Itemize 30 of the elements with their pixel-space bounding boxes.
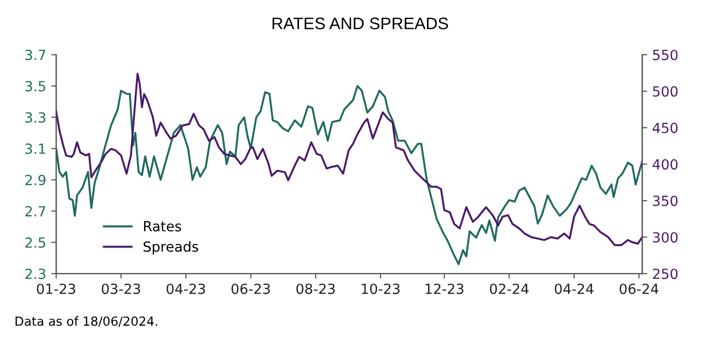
x-tick-label: 02-24 [490,284,529,294]
y2-tick-label: 350 [653,196,678,206]
y-tick-label: 2.3 [25,268,46,280]
x-tick-label: 01-23 [36,284,76,294]
y2-tick-label: 500 [653,86,678,97]
x-tick-label: 04-23 [166,284,205,294]
x-tick-label: 03-23 [102,284,140,294]
y-tick-label: 3.5 [25,80,46,92]
x-tick-label: 08-23 [296,284,335,294]
y2-tick-label: 300 [653,232,678,243]
y2-tick-label: 450 [652,122,678,134]
legend-label: Spreads [144,241,198,255]
chart-title: RATES AND SPREADS [272,18,448,30]
y2-tick-label: 400 [652,159,678,170]
x-tick-label: 06-24 [620,284,658,294]
y-tick-label: 2.9 [25,174,46,186]
x-tick-label: 12-23 [426,284,464,294]
line-series [56,85,642,266]
text: Data as of 18/06/2024. [16,316,158,327]
x-tick-label: 04-24 [554,284,594,294]
y-tick-label: 2.5 [25,237,46,248]
legend-label: Rates [144,221,182,232]
y2-tick-label: 550 [653,50,678,60]
x-tick-label: 06-23 [232,284,270,294]
y-tick-label: 3.3 [25,112,46,123]
y-tick-label: 3.1 [25,143,46,154]
y-tick-label: 2.7 [25,206,46,216]
x-tick-label: 10-23 [362,284,400,294]
y-tick-label: 3.7 [25,50,46,60]
y2-tick-label: 250 [652,268,678,280]
